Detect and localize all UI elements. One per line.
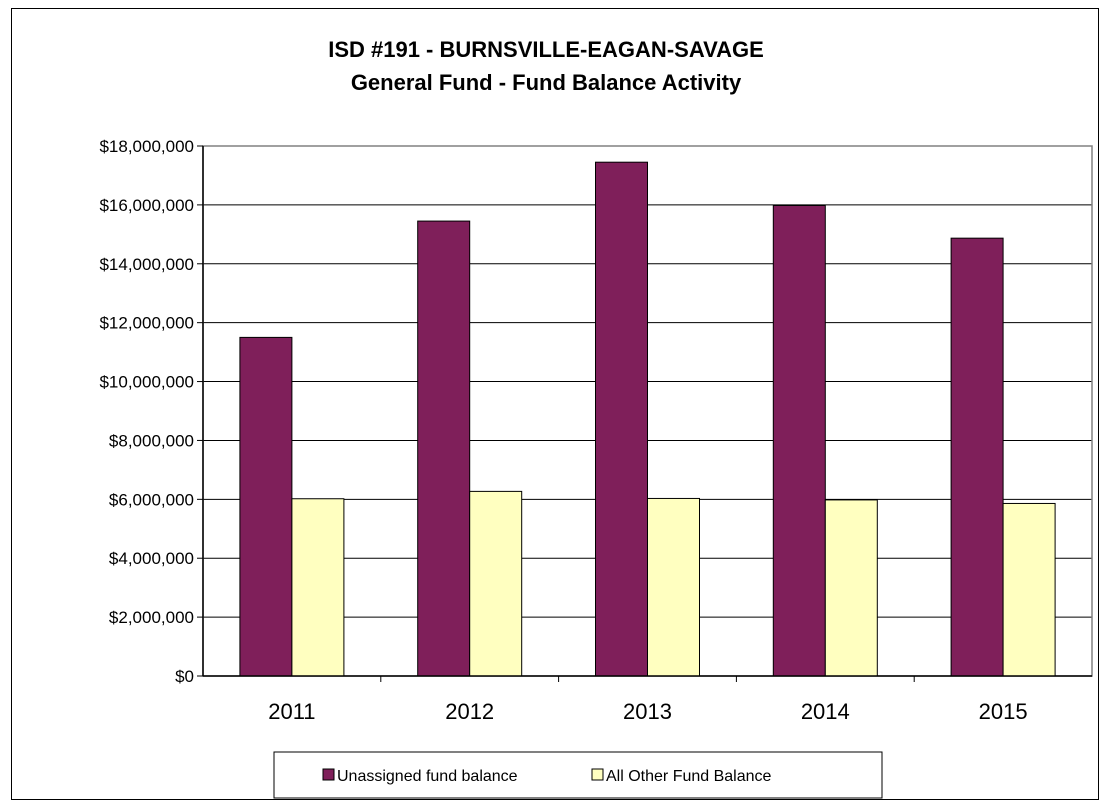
y-tick-label: $14,000,000	[99, 255, 194, 274]
x-tick-label: 2014	[801, 699, 850, 724]
bar-all-other-2012	[469, 490, 523, 677]
bar-unassigned-2012	[417, 220, 471, 677]
legend-label: Unassigned fund balance	[337, 768, 518, 785]
bar-all-other-2014	[824, 499, 878, 677]
x-tick-label: 2013	[623, 699, 672, 724]
legend-swatch	[322, 768, 335, 781]
y-tick-label: $2,000,000	[109, 608, 194, 627]
legend-box	[273, 751, 883, 799]
bar-unassigned-2013	[595, 161, 648, 677]
x-tick-label: 2015	[979, 699, 1028, 724]
y-tick-label: $8,000,000	[109, 431, 194, 450]
x-tick-labels: 2011 2012 2013 2014 2015	[268, 699, 1027, 724]
bar-all-other-2015	[1002, 502, 1056, 677]
bar-unassigned-2014	[772, 204, 826, 677]
axes	[197, 145, 1092, 682]
y-tick-label: $0	[175, 667, 194, 686]
y-tick-label: $6,000,000	[109, 490, 194, 509]
bars	[239, 161, 1056, 677]
bar-all-other-2011	[291, 498, 345, 677]
legend: Unassigned fund balance All Other Fund Ba…	[273, 751, 883, 799]
y-tick-label: $4,000,000	[109, 549, 194, 568]
y-tick-label: $16,000,000	[99, 196, 194, 215]
y-tick-label: $18,000,000	[99, 137, 194, 156]
legend-label: All Other Fund Balance	[606, 768, 772, 785]
y-tick-labels: $0 $2,000,000 $4,000,000 $6,000,000 $8,000,0…	[99, 137, 194, 686]
bar-all-other-2013	[647, 497, 700, 677]
chart-frame	[11, 8, 1099, 800]
bar-unassigned-2015	[950, 237, 1004, 677]
bar-unassigned-2011	[239, 336, 293, 677]
x-tick-label: 2011	[268, 699, 315, 724]
legend-swatch	[591, 768, 604, 781]
chart-title: ISD #191 - BURNSVILLE-EAGAN-SAVAGE	[328, 37, 764, 62]
y-tick-label: $12,000,000	[99, 314, 194, 333]
x-tick-label: 2012	[445, 699, 494, 724]
chart-subtitle: General Fund - Fund Balance Activity	[351, 70, 742, 95]
y-tick-label: $10,000,000	[99, 373, 194, 392]
